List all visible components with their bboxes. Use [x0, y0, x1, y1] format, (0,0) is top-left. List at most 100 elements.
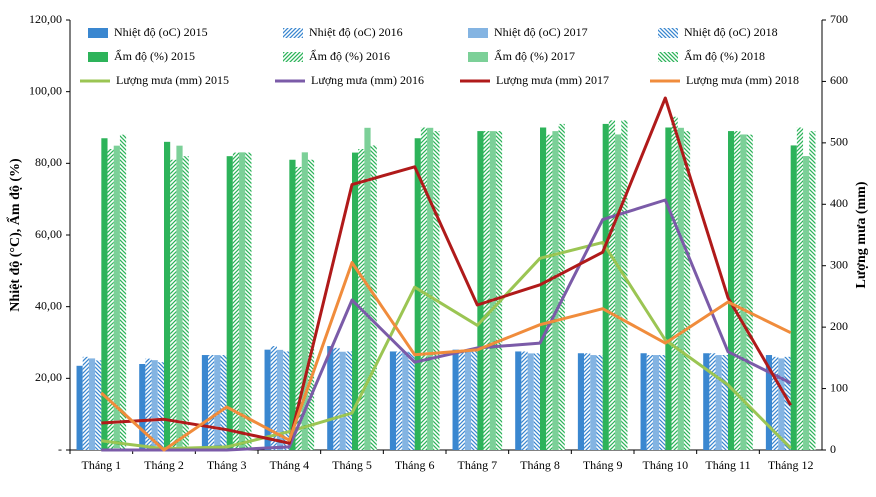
- bar: [458, 349, 465, 450]
- bar: [477, 131, 484, 451]
- bar: [345, 351, 352, 450]
- bar: [652, 355, 660, 450]
- legend-swatch: [88, 28, 108, 38]
- bar: [327, 346, 334, 450]
- x-tick-label: Tháng 2: [144, 458, 184, 472]
- bar: [270, 346, 277, 450]
- y2-tick-label: 100: [830, 380, 848, 394]
- bar: [703, 353, 710, 450]
- bar: [433, 131, 440, 451]
- bar: [95, 360, 102, 450]
- bar: [101, 138, 108, 450]
- x-tick-label: Tháng 10: [643, 458, 689, 472]
- bar: [772, 356, 779, 450]
- bar: [778, 358, 785, 450]
- bar: [489, 131, 496, 451]
- bar: [358, 149, 365, 450]
- bar: [740, 134, 747, 450]
- legend-swatch: [283, 52, 303, 62]
- legend-label: Ẩm độ (%) 2017: [494, 48, 575, 63]
- x-tick-label: Tháng 5: [332, 458, 372, 472]
- bar: [721, 355, 728, 450]
- line: [100, 261, 792, 452]
- bar: [289, 159, 296, 450]
- bar: [157, 362, 164, 450]
- bar: [151, 360, 158, 450]
- x-tick-label: Tháng 11: [705, 458, 750, 472]
- bar: [107, 149, 114, 450]
- x-tick-label: Tháng 7: [458, 458, 498, 472]
- bar: [307, 159, 315, 450]
- bar: [464, 349, 472, 450]
- y2-axis-title: Lượng mưa (mm): [854, 181, 869, 288]
- bar: [76, 365, 83, 450]
- bar: [301, 152, 308, 451]
- bar: [239, 152, 246, 451]
- bar: [164, 141, 171, 451]
- bar: [452, 349, 459, 450]
- bar: [552, 131, 559, 451]
- y2-tick-label: 200: [830, 319, 848, 333]
- bar: [546, 134, 553, 450]
- x-tick-label: Tháng 8: [520, 458, 560, 472]
- bar: [558, 123, 565, 451]
- legend-label: Lượng mưa (mm) 2016: [311, 73, 424, 87]
- bar: [646, 355, 653, 450]
- y2-tick-label: 300: [830, 257, 848, 271]
- legend-swatch: [283, 28, 303, 38]
- y2-tick-label: 0: [830, 442, 836, 456]
- y-tick-label: 120,00: [29, 12, 62, 26]
- bar: [659, 355, 666, 450]
- legend-swatch: [468, 52, 488, 62]
- bar: [515, 351, 522, 450]
- x-tick-label: Tháng 12: [768, 458, 814, 472]
- bar: [82, 356, 89, 450]
- bar: [201, 355, 209, 450]
- legend-label: Lượng mưa (mm) 2015: [116, 73, 229, 87]
- bar: [427, 127, 434, 450]
- bar: [182, 156, 189, 450]
- y-axis-title: Nhiệt độ (°C), Ẩm độ (%): [5, 158, 23, 312]
- bar: [333, 347, 340, 450]
- bar: [790, 145, 797, 450]
- bar: [784, 356, 791, 450]
- line: [101, 198, 792, 452]
- bar: [220, 355, 227, 450]
- bar: [590, 355, 597, 450]
- bar: [677, 127, 684, 450]
- bar: [276, 349, 284, 450]
- bar: [728, 131, 735, 451]
- bar: [113, 145, 120, 450]
- legend-swatch: [658, 28, 678, 38]
- legend-swatch: [468, 28, 488, 38]
- bar: [734, 131, 741, 451]
- bar: [796, 127, 804, 450]
- y2-tick-label: 400: [830, 196, 848, 210]
- y-tick-label: 20,00: [35, 370, 62, 384]
- bar: [715, 355, 722, 450]
- legend-label: Nhiệt độ (oC) 2016: [309, 25, 403, 39]
- bar: [471, 349, 478, 450]
- bar: [264, 349, 271, 450]
- bar: [640, 353, 647, 450]
- x-tick-label: Tháng 9: [583, 458, 623, 472]
- legend-swatch: [88, 52, 108, 62]
- legend-label: Lượng mưa (mm) 2017: [496, 73, 609, 87]
- bar: [809, 131, 816, 451]
- bar: [746, 134, 753, 450]
- bar: [596, 355, 603, 450]
- y-tick-label: -: [58, 442, 62, 456]
- bar: [295, 166, 302, 450]
- bar: [608, 120, 616, 450]
- line: [101, 96, 792, 445]
- legend-label: Lượng mưa (mm) 2018: [686, 73, 799, 87]
- line: [101, 240, 792, 451]
- y-tick-label: 60,00: [35, 227, 62, 241]
- bar: [420, 127, 428, 450]
- y2-tick-label: 700: [830, 12, 848, 26]
- bar: [495, 131, 503, 451]
- legend-label: Ẩm độ (%) 2016: [309, 48, 390, 63]
- bar: [232, 152, 240, 451]
- legend-label: Nhiệt độ (oC) 2017: [494, 25, 588, 39]
